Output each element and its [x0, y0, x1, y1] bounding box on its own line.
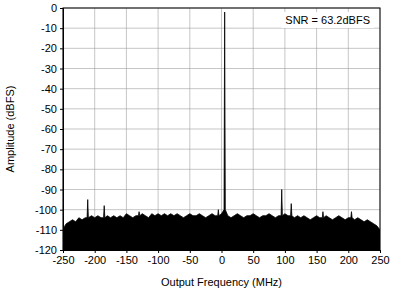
x-axis-title: Output Frequency (MHz)	[161, 276, 282, 288]
tick: 150	[308, 250, 326, 266]
tick-label: -60	[41, 123, 57, 135]
tick-label: -90	[41, 184, 57, 196]
plot: -250-200-150-100-50050100150200250-120-1…	[35, 2, 390, 266]
tick: -110	[36, 224, 63, 236]
tick-label: -20	[41, 42, 57, 54]
grid-line	[348, 8, 349, 250]
x-axis: -250-200-150-100-50050100150200250	[52, 250, 389, 266]
y-axis-title: Amplitude (dBFS)	[4, 86, 16, 173]
tick-label: -50	[41, 103, 57, 115]
tick-label: 250	[371, 254, 389, 266]
tick: -70	[41, 143, 63, 155]
tick: 200	[340, 250, 358, 266]
plot-frame	[63, 8, 380, 250]
tick: -120	[35, 244, 63, 256]
tick: 100	[276, 250, 294, 266]
tick: 0	[51, 2, 63, 14]
annotation: SNR = 63.2dBFS	[285, 14, 370, 26]
data-group	[63, 12, 380, 250]
tick-label: -80	[41, 163, 57, 175]
tick-label: -40	[41, 83, 57, 95]
tick-label: -30	[41, 63, 57, 75]
tick-label: -150	[116, 254, 138, 266]
plot-background	[63, 8, 380, 250]
tick-label: 150	[308, 254, 326, 266]
spectrum	[63, 12, 380, 250]
tick-label: 50	[248, 254, 260, 266]
tick-label: -50	[182, 254, 198, 266]
tick-label: 200	[340, 254, 358, 266]
tick: -50	[182, 250, 198, 266]
annotation-background	[281, 12, 374, 28]
tick-label: -10	[41, 22, 57, 34]
tick-label: 0	[51, 2, 57, 14]
tick: -100	[35, 204, 63, 216]
tick: -60	[41, 123, 63, 135]
y-axis: -120-110-100-90-80-70-60-50-40-30-20-100	[35, 2, 64, 256]
tick: -50	[41, 103, 63, 115]
tick: -150	[116, 250, 138, 266]
grid-line	[316, 8, 317, 250]
axis-line	[64, 251, 381, 254]
tick: -80	[41, 163, 63, 175]
tick: -10	[41, 22, 63, 34]
tick-label: -70	[41, 143, 57, 155]
tick: 250	[371, 250, 389, 266]
tick-label: -100	[148, 254, 170, 266]
tick: -30	[41, 63, 63, 75]
tick: 50	[248, 250, 260, 266]
tick-label: 0	[219, 254, 225, 266]
grid-line	[94, 8, 95, 250]
tick: -200	[84, 250, 106, 266]
tick: -90	[41, 184, 63, 196]
tick-label: 100	[276, 254, 294, 266]
tick: 0	[219, 250, 225, 266]
tick-label: -110	[36, 224, 57, 236]
tick: -20	[41, 42, 63, 54]
tick-label: -100	[35, 204, 57, 216]
tick-label: -120	[35, 244, 57, 256]
tick-label: -200	[84, 254, 106, 266]
tick: -100	[148, 250, 170, 266]
tick: -40	[41, 83, 63, 95]
